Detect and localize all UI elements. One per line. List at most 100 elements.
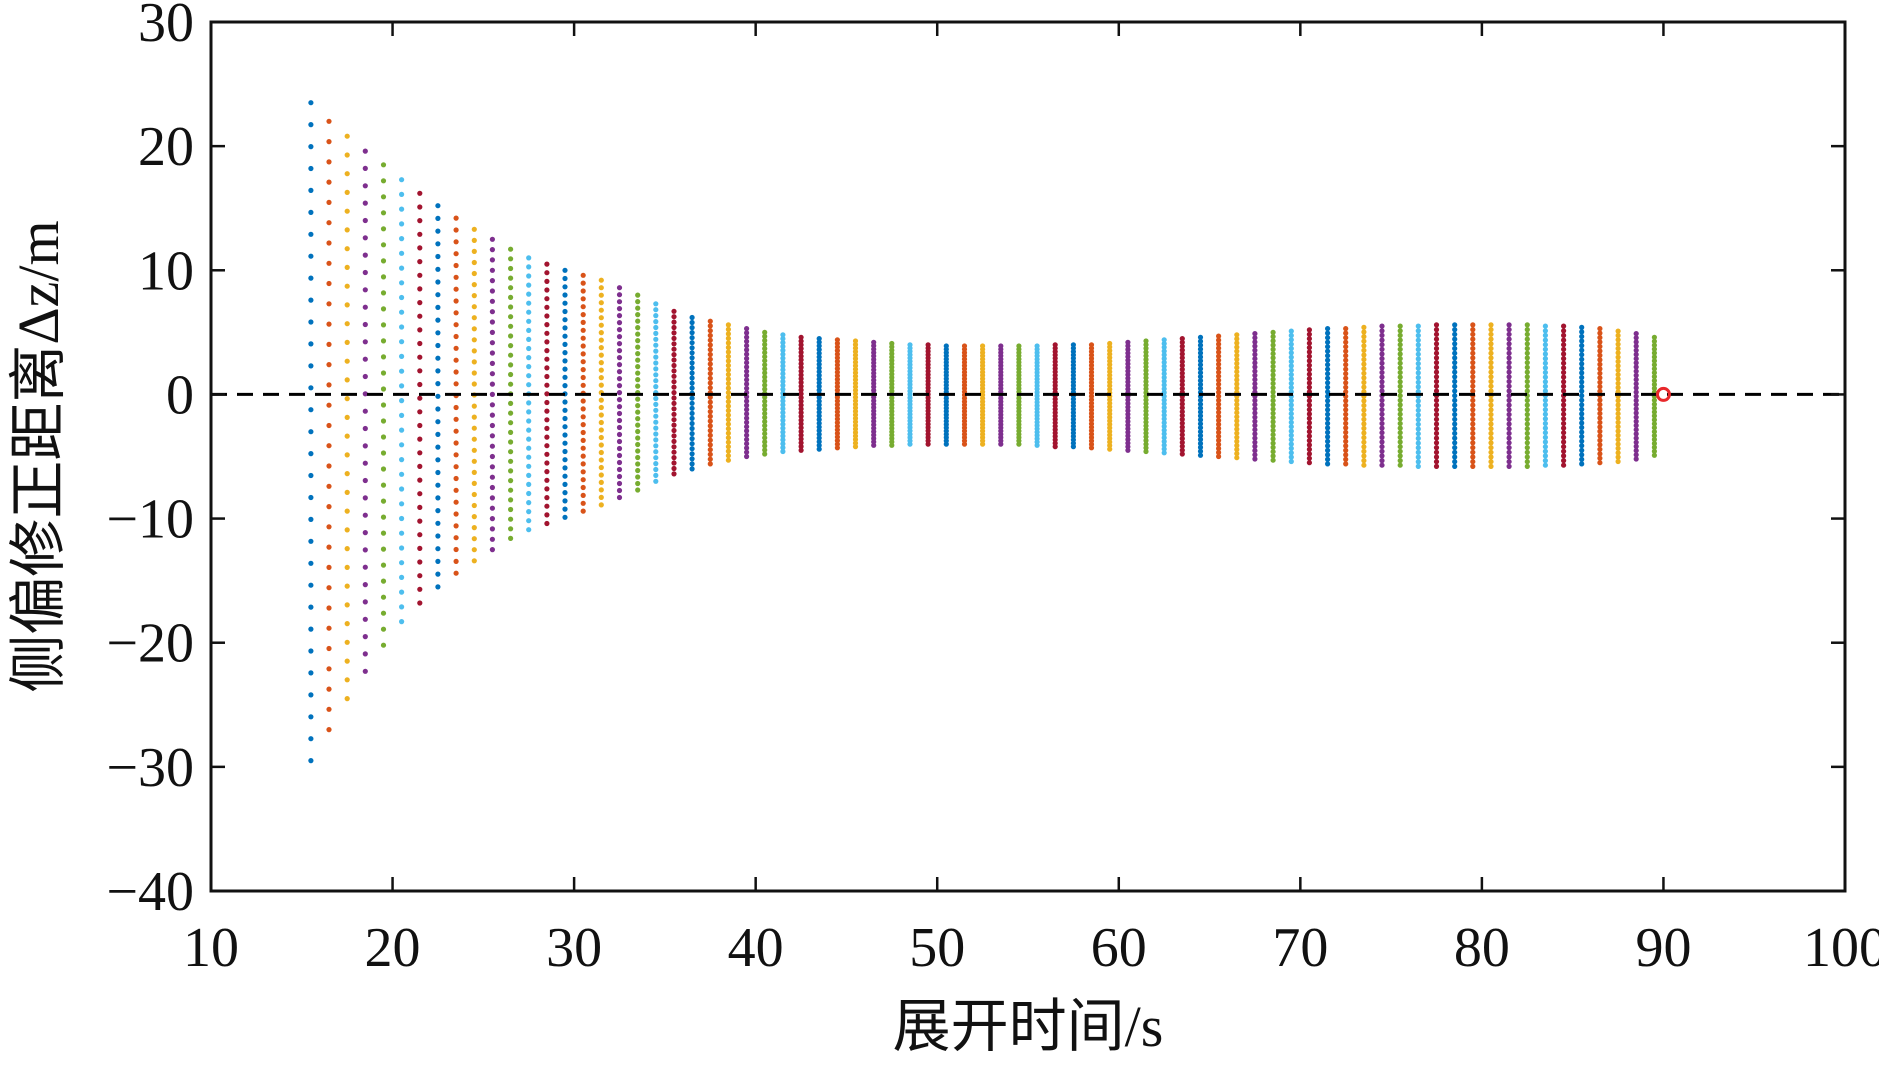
scatter-point: [671, 422, 677, 428]
scatter-point: [380, 418, 387, 424]
scatter-point: [380, 306, 387, 312]
scatter-point: [1579, 365, 1585, 371]
scatter-point: [1161, 363, 1167, 369]
scatter-point: [453, 381, 459, 387]
scatter-point: [1615, 454, 1621, 460]
x-tick-label: 70: [1272, 917, 1328, 979]
scatter-point: [1397, 402, 1403, 408]
scatter-point: [816, 372, 822, 378]
scatter-point: [816, 435, 822, 441]
scatter-point: [1288, 376, 1294, 382]
scatter-point: [1125, 361, 1131, 367]
scatter-point: [798, 379, 804, 386]
scatter-point: [362, 443, 368, 449]
scatter-point: [798, 436, 804, 442]
scatter-point: [1524, 445, 1530, 451]
scatter-point: [798, 391, 804, 397]
scatter-point: [1651, 397, 1657, 403]
scatter-point: [471, 514, 477, 520]
scatter-point: [1270, 372, 1276, 378]
scatter-point: [344, 321, 350, 327]
scatter-point: [1234, 414, 1240, 420]
scatter-point: [526, 282, 532, 288]
scatter-point: [580, 343, 586, 349]
scatter-point: [671, 444, 677, 450]
scatter-point: [1415, 459, 1421, 465]
scatter-point: [526, 509, 532, 515]
scatter-point: [1216, 369, 1222, 375]
scatter-point: [580, 272, 586, 278]
scatter-point: [744, 419, 750, 425]
scatter-point: [1016, 343, 1022, 349]
scatter-column: [308, 100, 314, 764]
scatter-point: [1488, 459, 1494, 465]
scatter-point: [489, 350, 495, 356]
scatter-point: [1252, 422, 1258, 429]
scatter-point: [1524, 416, 1530, 422]
scatter-point: [1506, 407, 1512, 413]
scatter-point: [308, 165, 314, 172]
scatter-point: [707, 399, 713, 405]
scatter-data-layer: [308, 100, 1657, 764]
scatter-point: [344, 339, 350, 345]
scatter-point: [1506, 463, 1512, 469]
scatter-point: [508, 343, 514, 349]
scatter-point: [1433, 383, 1440, 389]
scatter-point: [689, 385, 695, 391]
scatter-point: [635, 461, 641, 467]
scatter-point: [780, 441, 786, 447]
scatter-point: [616, 459, 623, 466]
scatter-point: [453, 535, 459, 541]
scatter-point: [816, 402, 822, 408]
scatter-column: [1470, 322, 1476, 469]
scatter-point: [380, 370, 387, 376]
scatter-point: [526, 345, 532, 352]
scatter-point: [1252, 351, 1258, 358]
scatter-point: [707, 404, 713, 410]
scatter-point: [1270, 380, 1276, 387]
scatter-point: [1325, 344, 1331, 350]
scatter-point: [1306, 380, 1312, 386]
scatter-point: [1234, 418, 1240, 424]
scatter-point: [344, 602, 350, 608]
scatter-point: [489, 412, 495, 418]
scatter-point: [308, 451, 314, 457]
scatter-point: [653, 366, 659, 372]
scatter-point: [380, 402, 387, 408]
scatter-point: [1252, 406, 1258, 412]
scatter-point: [1470, 322, 1476, 328]
scatter-point: [1615, 450, 1621, 456]
scatter-point: [1452, 407, 1458, 413]
scatter-point: [1579, 384, 1585, 390]
scatter-point: [399, 294, 405, 301]
scatter-column: [1179, 336, 1185, 457]
scatter-point: [1343, 434, 1349, 440]
scatter-point: [816, 413, 822, 419]
scatter-point: [380, 386, 387, 392]
scatter-point: [1488, 322, 1494, 328]
scatter-point: [1270, 440, 1276, 446]
scatter-point: [635, 422, 641, 428]
x-tick-label: 40: [728, 917, 784, 979]
scatter-point: [380, 242, 387, 248]
scatter-point: [1216, 437, 1222, 443]
scatter-point: [1615, 411, 1621, 417]
scatter-point: [1288, 411, 1294, 417]
scatter-point: [1561, 383, 1567, 389]
scatter-point: [1579, 447, 1585, 453]
scatter-point: [489, 464, 495, 470]
scatter-point: [1452, 430, 1458, 436]
scatter-point: [689, 319, 695, 326]
scatter-point: [1597, 410, 1603, 417]
scatter-point: [1143, 356, 1149, 363]
scatter-point: [744, 364, 750, 370]
scatter-point: [1325, 366, 1331, 372]
scatter-point: [471, 558, 477, 564]
scatter-point: [362, 373, 368, 380]
scatter-column: [1633, 331, 1639, 462]
scatter-point: [1234, 406, 1240, 412]
scatter-point: [1542, 383, 1548, 389]
scatter-point: [362, 651, 368, 657]
scatter-point: [1506, 369, 1512, 375]
scatter-point: [1125, 404, 1131, 410]
